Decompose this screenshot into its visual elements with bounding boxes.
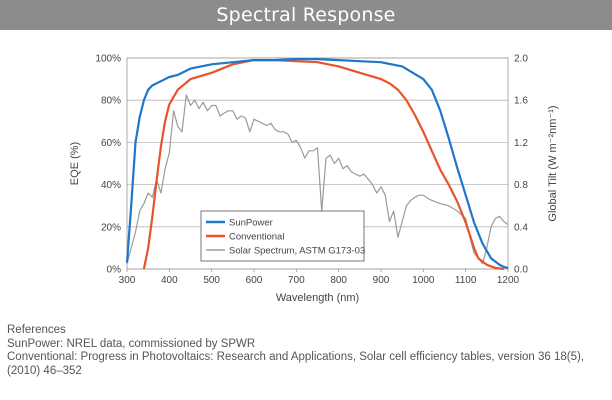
series-layer	[125, 58, 509, 271]
y-tick-label-right: 2.0	[514, 54, 528, 65]
references: References SunPower: NREL data, commissi…	[7, 324, 607, 378]
x-tick-label: 800	[330, 275, 347, 286]
legend-label: Solar Spectrum, ASTM G173-03	[229, 246, 365, 257]
series-line-solar-spectrum-astm-g173-03	[126, 94, 509, 265]
series-line-conventional	[142, 59, 504, 271]
legend-label: SunPower	[229, 218, 273, 229]
x-axis-title: Wavelength (nm)	[276, 292, 359, 304]
y-tick-label-left: 20%	[101, 222, 121, 233]
y-tick-label-left: 0%	[107, 265, 122, 276]
y-axis-title-right: Global Tilt (W m⁻²nm⁻¹)	[547, 105, 559, 221]
y-tick-label-right: 0.0	[514, 265, 528, 276]
references-heading: References	[7, 324, 66, 336]
y-tick-label-left: 40%	[101, 180, 121, 191]
x-tick-label: 1000	[412, 275, 435, 286]
y-tick-label-left: 100%	[95, 54, 121, 65]
legend: SunPower Conventional Solar Spectrum, ASTM…	[200, 210, 365, 262]
y-tick-label-right: 1.6	[514, 96, 528, 107]
x-tick-label: 1100	[455, 275, 477, 286]
x-tick-label: 700	[288, 275, 305, 286]
legend-label: Conventional	[229, 232, 284, 243]
y-axis-title-left: EQE (%)	[69, 142, 81, 185]
page-title-banner: Spectral Response	[0, 0, 612, 30]
legend-box	[200, 210, 365, 262]
x-tick-label: 900	[373, 275, 390, 286]
y-tick-label-right: 0.8	[514, 180, 528, 191]
y-tick-label-left: 60%	[101, 138, 121, 149]
x-tick-label: 1200	[497, 275, 520, 286]
reference-sunpower: SunPower: NREL data, commissioned by SPW…	[7, 337, 256, 350]
series-line-sunpower	[125, 58, 509, 269]
x-tick-label: 500	[203, 275, 220, 286]
x-tick-label: 400	[161, 275, 178, 286]
reference-conventional: Conventional: Progress in Photovoltaics:…	[7, 351, 585, 377]
x-tick-label: 300	[119, 275, 136, 286]
page-title: Spectral Response	[216, 4, 396, 26]
y-tick-label-left: 80%	[101, 96, 121, 107]
y-tick-label-right: 0.4	[514, 222, 528, 233]
y-tick-label-right: 1.2	[514, 138, 528, 149]
axes-layer: 0% 0.0 20% 0.4 40% 0.8 60% 1.2 80% 1.6 100% 2.0 300 4…	[69, 54, 559, 305]
x-tick-label: 600	[246, 275, 263, 286]
spectral-response-chart: 0% 0.0 20% 0.4 40% 0.8 60% 1.2 80% 1.6 100% 2.0 300 4…	[69, 54, 559, 305]
